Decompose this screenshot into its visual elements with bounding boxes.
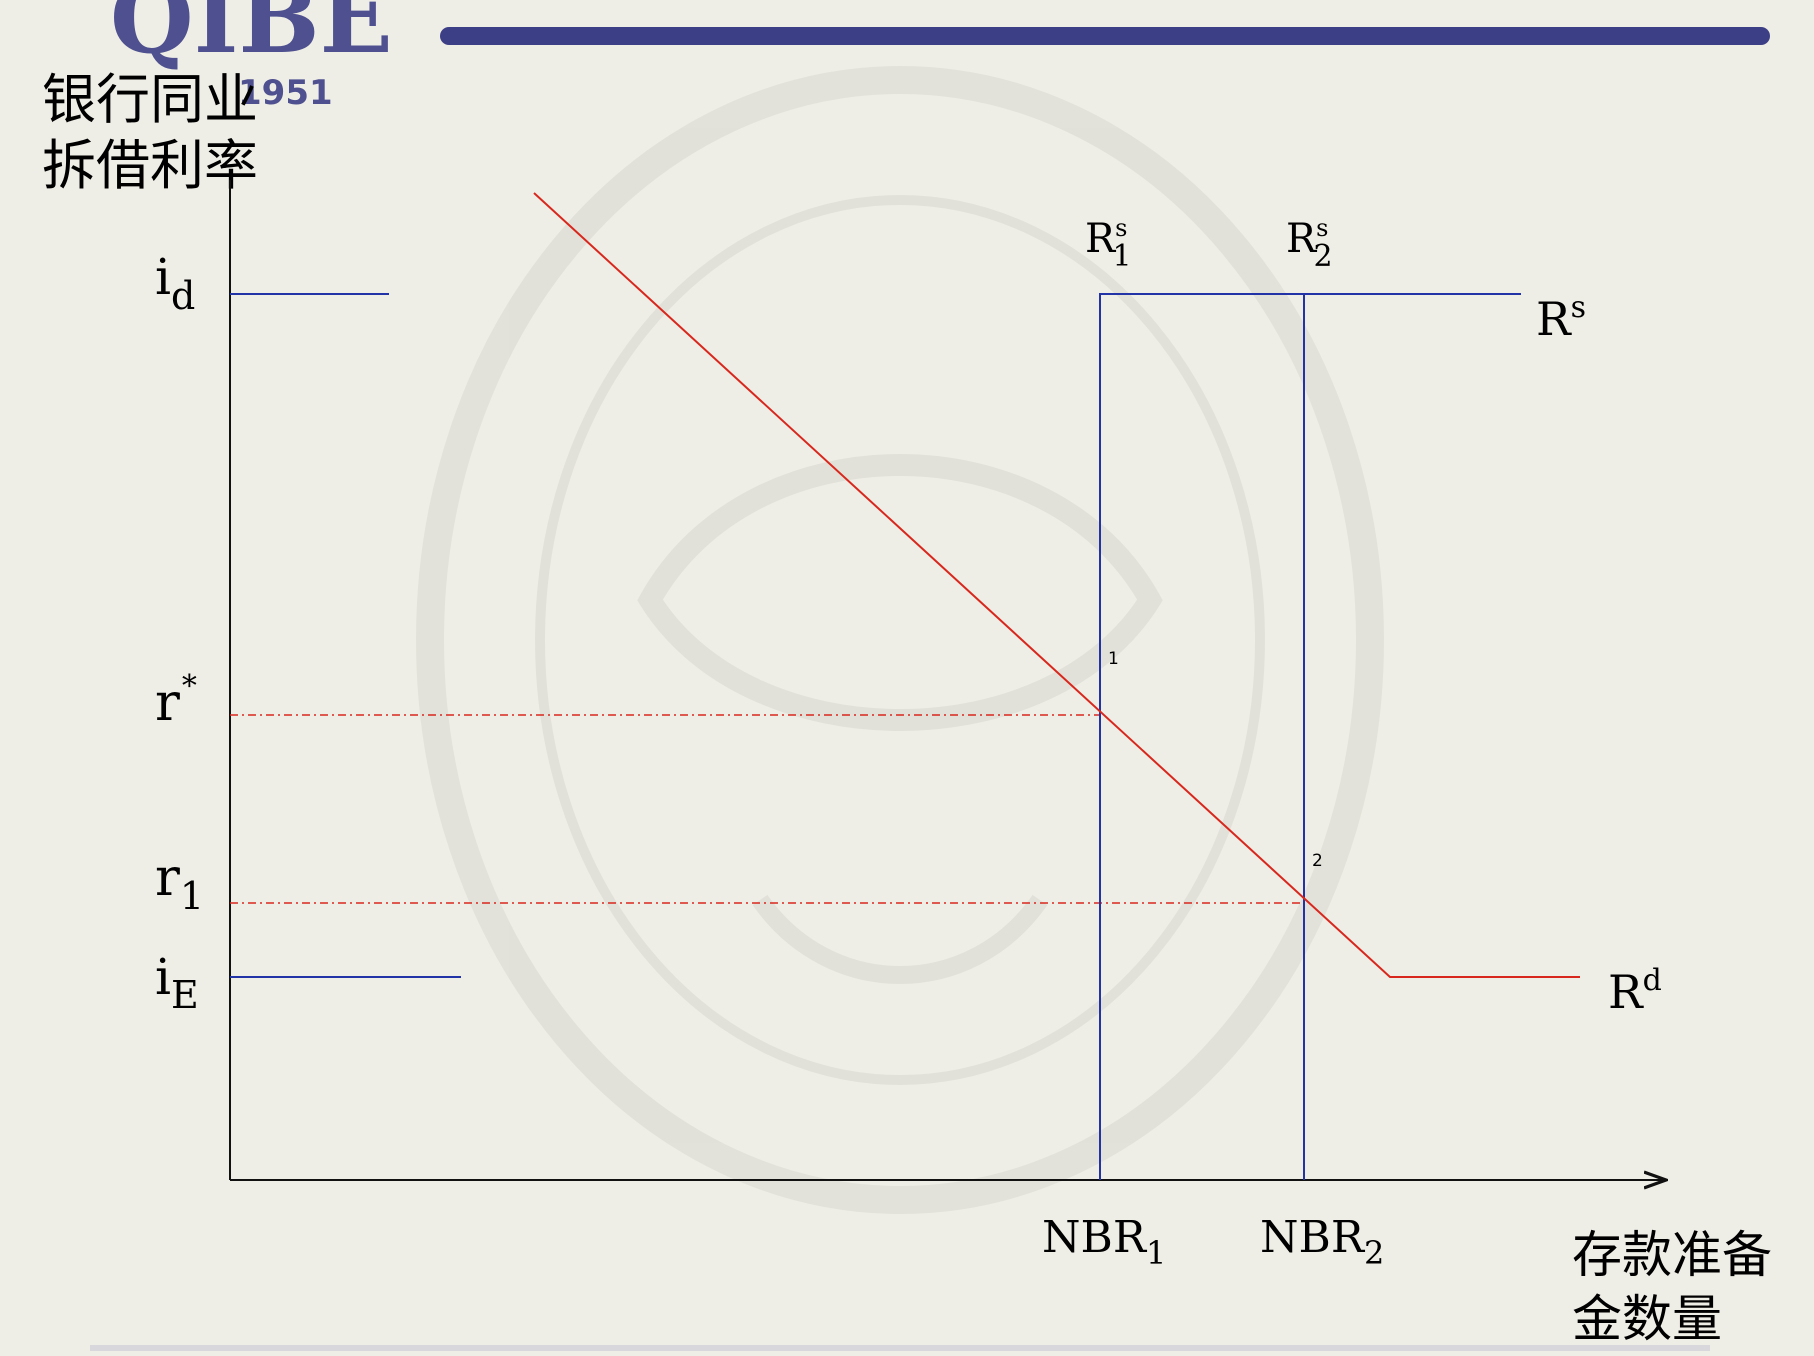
footer-bar	[90, 1345, 1710, 1351]
label-nbr1: NBR1	[1042, 1212, 1166, 1272]
supply-curve-r1s	[1099, 293, 1521, 1180]
logo-year: 1951	[238, 73, 333, 113]
watermark-emblem	[416, 66, 1384, 1214]
point-2-label: 2	[1312, 851, 1323, 871]
y-axis-label-line2: 拆借利率	[42, 134, 258, 197]
label-r-star: r*	[155, 669, 197, 733]
label-rs: Rs	[1536, 290, 1586, 346]
demand-curve	[533, 192, 1580, 978]
logo-text: QIBE	[110, 0, 393, 75]
label-nbr2: NBR2	[1260, 1212, 1384, 1272]
label-rd: Rd	[1608, 963, 1662, 1019]
label-r2s: Rs 2	[1286, 214, 1333, 274]
label-i-d: id	[155, 248, 195, 318]
x-axis-label-line1: 存款准备	[1572, 1226, 1772, 1284]
x-axis-label-line2: 金数量	[1572, 1290, 1722, 1348]
logo: QIBE 1951	[110, 0, 393, 113]
label-r1: r1	[155, 848, 204, 918]
y-axis-label-line1: 银行同业	[42, 68, 258, 131]
header-bar	[440, 27, 1770, 45]
point-1-label: 1	[1108, 649, 1119, 669]
label-r1s: Rs 1	[1085, 214, 1132, 274]
label-i-e: iE	[155, 948, 199, 1017]
